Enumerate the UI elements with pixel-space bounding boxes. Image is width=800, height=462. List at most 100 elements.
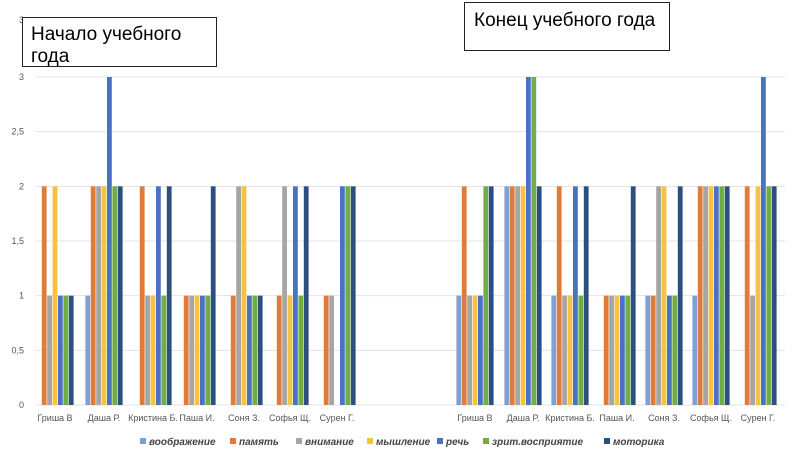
bar (161, 295, 167, 405)
legend-swatch (296, 438, 302, 444)
legend-swatch (483, 438, 489, 444)
bar (41, 186, 47, 405)
bar (236, 186, 241, 405)
bar (724, 186, 730, 405)
bar (719, 186, 725, 405)
bar (536, 186, 542, 405)
bar (609, 295, 614, 405)
bar (562, 295, 567, 405)
legend-label: память (239, 437, 279, 448)
y-tick-label: 3 (19, 15, 24, 25)
y-tick-label: 0 (19, 400, 24, 410)
x-axis: Гриша В Даша Р. Кристина Б. Паша И. Соня З. С… (37, 413, 775, 423)
x-tick-label: Соня З. (228, 413, 260, 423)
bar (583, 186, 589, 405)
bar (467, 295, 472, 405)
y-tick-label: 1,5 (11, 236, 24, 246)
bar (697, 186, 703, 405)
bar (210, 186, 216, 405)
x-tick-label: Кристина Б. (128, 413, 178, 423)
bar (677, 186, 683, 405)
bar (667, 295, 672, 405)
bar (504, 186, 510, 405)
y-tick-label: 0,5 (11, 345, 24, 355)
bar (230, 295, 236, 405)
bar (145, 295, 150, 405)
bar (656, 186, 661, 405)
bar (52, 186, 58, 405)
bar (509, 186, 515, 405)
bar (107, 77, 112, 405)
y-tick-label: 2,5 (11, 127, 24, 137)
bar (63, 295, 69, 405)
x-tick-label: Сурен Г. (741, 413, 776, 423)
bar (578, 295, 584, 405)
bar (205, 295, 211, 405)
bar (456, 295, 462, 405)
bar (620, 295, 625, 405)
x-tick-label: Софья Щ. (269, 413, 311, 423)
x-tick-label: Гриша В (37, 413, 72, 423)
x-tick-label: Соня З. (648, 413, 680, 423)
bar (692, 295, 698, 405)
legend-label: речь (445, 437, 469, 448)
x-tick-label: Даша Р. (507, 413, 540, 423)
bar (166, 186, 172, 405)
bar (461, 186, 467, 405)
legend-swatch (604, 438, 610, 444)
bar (183, 295, 189, 405)
bar (708, 186, 714, 405)
y-axis: 0 0,5 1 1,5 2 2,5 3 3 (11, 15, 24, 410)
bar (282, 186, 287, 405)
bar (293, 186, 298, 405)
x-tick-label: Кристина Б. (545, 413, 595, 423)
bar (241, 186, 247, 405)
bar (556, 186, 562, 405)
legend-label: зрит.восприятие (492, 437, 584, 448)
bar (329, 295, 334, 405)
bar (531, 77, 537, 405)
bar (755, 186, 761, 405)
bar (194, 295, 200, 405)
bar (112, 186, 118, 405)
legend-label: воображение (149, 436, 216, 448)
x-tick-label: Софья Щ. (690, 413, 732, 423)
end-of-year-title: Конец учебного года (474, 10, 656, 31)
gridlines (36, 76, 785, 406)
y-tick-label: 3 (19, 72, 24, 82)
bar (68, 295, 74, 405)
bar (488, 186, 494, 405)
bar (200, 295, 205, 405)
bar (661, 186, 667, 405)
bar (478, 295, 483, 405)
bar (96, 186, 101, 405)
bar (90, 186, 96, 405)
bar (139, 186, 145, 405)
bar (303, 186, 309, 405)
bar (323, 295, 329, 405)
start-of-year-title-box: Начало учебного года (22, 17, 217, 67)
bar (520, 186, 526, 405)
bar (766, 186, 772, 405)
bar (614, 295, 620, 405)
bar (350, 186, 356, 405)
x-tick-label: Сурен Г. (320, 413, 355, 423)
x-tick-label: Гриша В (457, 413, 492, 423)
bar (714, 186, 719, 405)
bar (567, 295, 573, 405)
bar (189, 295, 194, 405)
legend-swatch (437, 438, 443, 444)
bar (257, 295, 263, 405)
legend-label: внимание (305, 437, 354, 448)
bar (744, 186, 750, 405)
y-tick-label: 1 (19, 291, 24, 301)
bar (47, 295, 52, 405)
bar (650, 295, 656, 405)
legend-label: моторика (613, 437, 665, 448)
bars (41, 77, 777, 405)
y-tick-label: 2 (19, 181, 24, 191)
x-tick-label: Даша Р. (88, 413, 121, 423)
start-of-year-title: Начало учебного года (31, 24, 182, 67)
bar (156, 186, 161, 405)
